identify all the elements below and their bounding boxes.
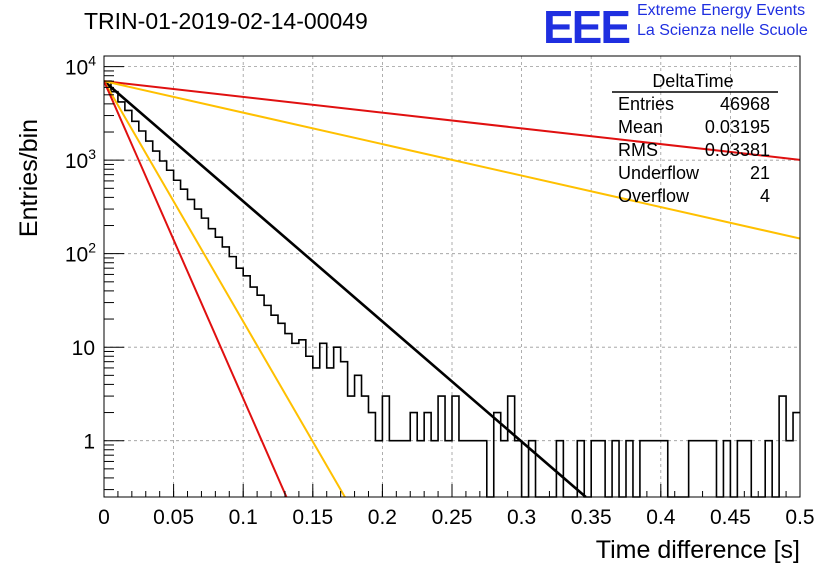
fit-lines xyxy=(104,80,800,497)
x-tick-label: 0.4 xyxy=(646,506,676,529)
x-tick-label: 0.05 xyxy=(153,506,194,529)
x-tick-label: 0.35 xyxy=(571,506,612,529)
x-tick-label: 0.2 xyxy=(368,506,397,529)
y-tick-label: 104 xyxy=(65,53,96,80)
stats-row-label: Entries xyxy=(618,94,674,114)
x-tick-label: 0.25 xyxy=(432,506,473,529)
stats-row-value: 4 xyxy=(760,186,770,206)
fit-line xyxy=(104,80,346,497)
fit-line xyxy=(104,80,800,161)
stats-row-value: 46968 xyxy=(720,94,770,114)
logo-tagline-2: La Scienza nelle Scuole xyxy=(637,22,808,39)
y-tick-label: 1 xyxy=(83,431,95,454)
axes: 0 0.05 0.1 0.15 0.2 0.25 0.3 0.35 0.4 0.45 0.5 1 10 1… xyxy=(65,53,815,529)
y-tick-label: 102 xyxy=(65,240,96,267)
stats-row-value: 0.03195 xyxy=(705,117,770,137)
fit-line xyxy=(104,80,587,497)
eee-logo: EEE xyxy=(543,1,631,53)
stats-row-value: 21 xyxy=(750,163,770,183)
x-tick-label: 0.15 xyxy=(292,506,333,529)
stats-row-label: Underflow xyxy=(618,163,700,183)
x-tick-label: 0.3 xyxy=(507,506,536,529)
fit-line xyxy=(104,80,800,240)
stats-row-value: 0.03381 xyxy=(705,140,770,160)
y-tick-label: 103 xyxy=(65,146,96,173)
x-tick-label: 0.1 xyxy=(229,506,258,529)
logo-tagline-1: Extreme Energy Events xyxy=(637,2,806,19)
chart-title: TRIN-01-2019-02-14-00049 xyxy=(84,8,368,34)
stats-row-label: Mean xyxy=(618,117,663,137)
y-axis-label: Entries/bin xyxy=(15,119,43,237)
y-tick-label: 10 xyxy=(72,337,95,360)
fit-line xyxy=(104,80,288,497)
x-tick-label: 0.5 xyxy=(785,506,814,529)
stats-row-label: RMS xyxy=(618,140,658,160)
stats-box-name: DeltaTime xyxy=(652,71,733,91)
x-tick-label: 0 xyxy=(98,506,110,529)
x-axis-label: Time difference [s] xyxy=(596,536,800,564)
x-tick-label: 0.45 xyxy=(710,506,751,529)
stats-box: DeltaTime Entries 46968 Mean 0.03195 RMS 0.03… xyxy=(612,71,778,206)
stats-row-label: Overflow xyxy=(618,186,690,206)
